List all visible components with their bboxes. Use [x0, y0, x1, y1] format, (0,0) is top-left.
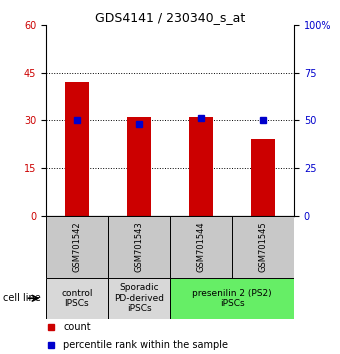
- Text: percentile rank within the sample: percentile rank within the sample: [63, 340, 228, 350]
- Text: cell line: cell line: [3, 293, 41, 303]
- Bar: [65, 82, 89, 216]
- Bar: [108, 216, 170, 278]
- Text: count: count: [63, 322, 91, 332]
- Bar: [170, 216, 232, 278]
- Bar: [46, 216, 108, 278]
- Bar: [232, 216, 294, 278]
- Text: control
IPSCs: control IPSCs: [61, 289, 93, 308]
- Bar: [251, 139, 275, 216]
- Bar: [108, 278, 170, 319]
- Bar: [46, 278, 108, 319]
- Text: GSM701545: GSM701545: [259, 222, 268, 272]
- Text: presenilin 2 (PS2)
iPSCs: presenilin 2 (PS2) iPSCs: [192, 289, 272, 308]
- Text: GSM701543: GSM701543: [135, 222, 143, 272]
- Bar: [170, 278, 294, 319]
- Bar: [189, 117, 214, 216]
- Text: Sporadic
PD-derived
iPSCs: Sporadic PD-derived iPSCs: [114, 283, 164, 313]
- Text: GSM701542: GSM701542: [72, 222, 81, 272]
- Text: GSM701544: GSM701544: [197, 222, 205, 272]
- Title: GDS4141 / 230340_s_at: GDS4141 / 230340_s_at: [95, 11, 245, 24]
- Bar: [126, 117, 151, 216]
